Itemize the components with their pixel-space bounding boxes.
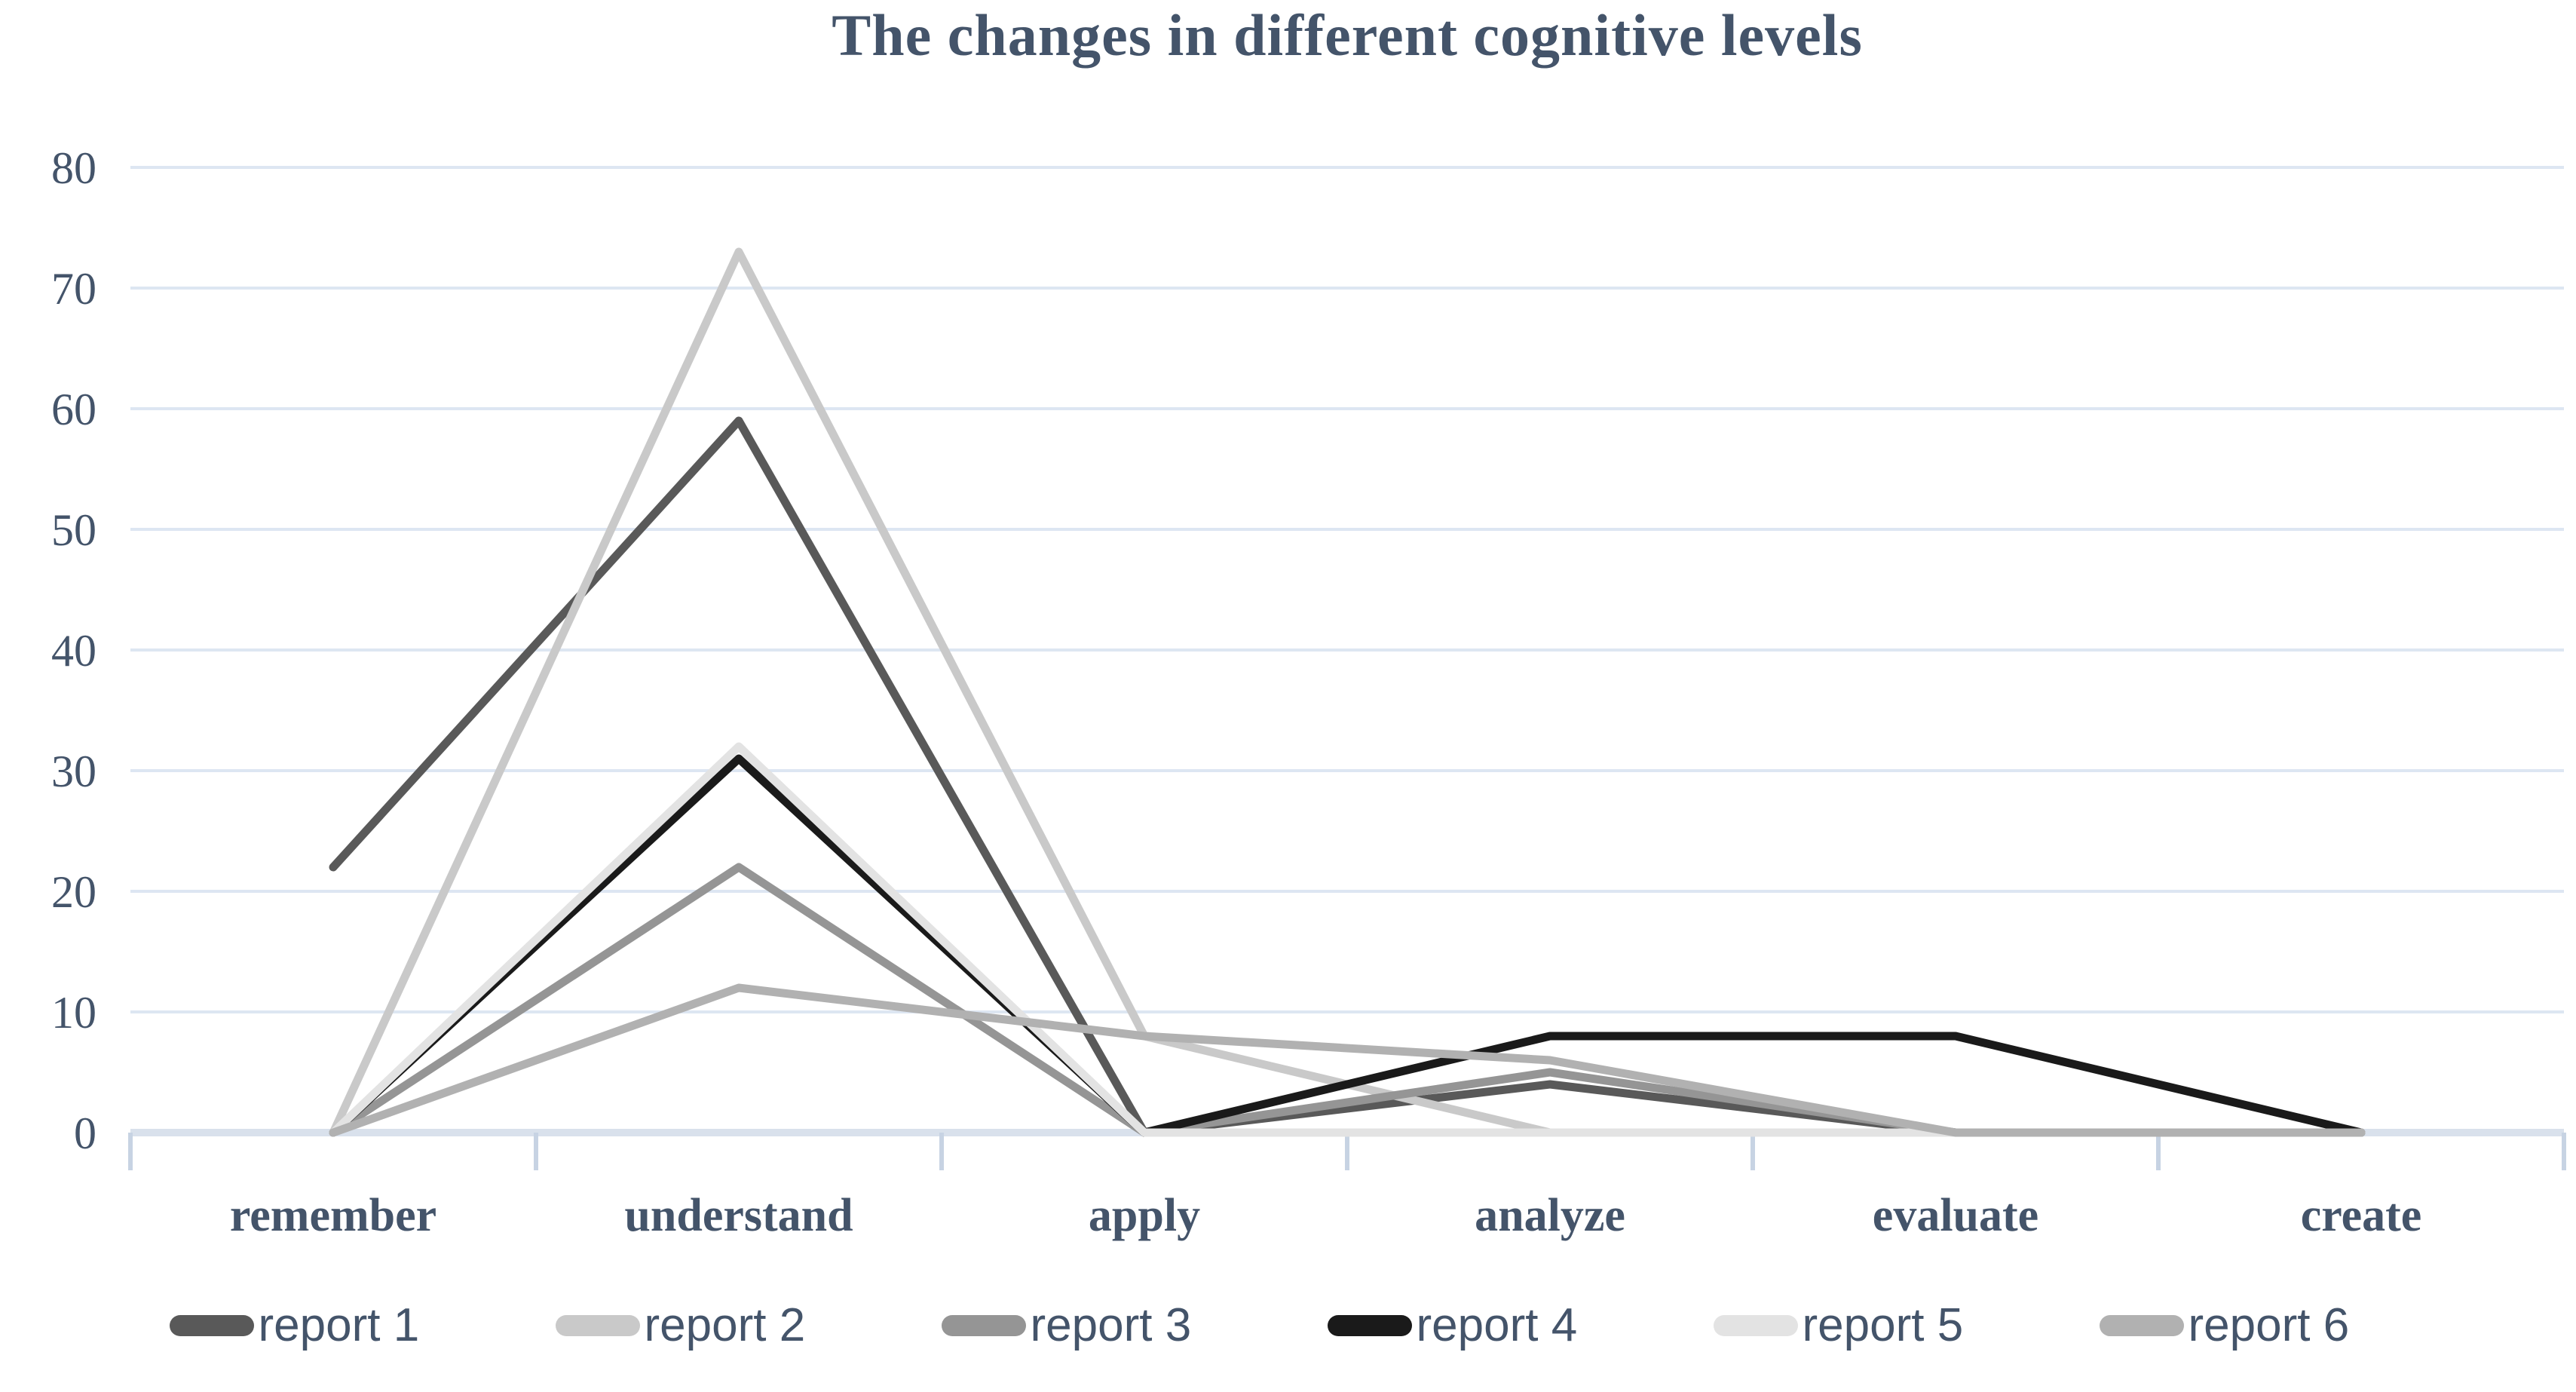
legend-label: report 1 [258,1299,420,1351]
legend-label: report 5 [1802,1299,1964,1351]
x-axis-label-understand: understand [624,1190,853,1241]
x-axis-label-create: create [2301,1190,2422,1241]
legend-item-report-6: report 6 [2060,1298,2446,1352]
legend-item-report-5: report 5 [1674,1298,2060,1352]
x-axis-label-apply: apply [1089,1190,1200,1241]
legend-swatch-icon [2099,1314,2184,1336]
x-axis-label-remember: remember [230,1190,436,1241]
legend-label: report 4 [1416,1299,1578,1351]
series-line-report-3 [329,863,2366,1137]
legend-swatch-icon [941,1314,1026,1336]
legend-swatch-icon [1327,1314,1412,1336]
y-axis-label-0: 0 [74,1108,96,1158]
legend-item-report-2: report 2 [516,1298,902,1352]
y-axis-label-80: 80 [51,143,96,193]
legend-label: report 6 [2188,1299,2350,1351]
chart-title: The changes in different cognitive level… [832,2,1863,68]
legend-label: report 2 [644,1299,806,1351]
legend-item-report-1: report 1 [130,1298,516,1352]
x-axis-label-evaluate: evaluate [1873,1190,2038,1241]
y-axis-label-50: 50 [51,505,96,555]
series-line-report-4 [329,754,2366,1137]
series-line-report-5 [329,742,2366,1137]
series-line-report-6 [329,983,2366,1137]
y-axis-label-60: 60 [51,385,96,434]
y-axis-label-20: 20 [51,867,96,917]
series-line-report-2 [329,247,2366,1137]
y-axis-label-10: 10 [51,988,96,1038]
y-axis-label-40: 40 [51,626,96,676]
chart-legend: report 1 report 2 report 3 report 4 report 5… [0,1298,2576,1352]
x-axis-label-analyze: analyze [1475,1190,1625,1241]
y-axis-label-70: 70 [51,264,96,314]
legend-item-report-4: report 4 [1288,1298,1674,1352]
y-axis-label-30: 30 [51,747,96,796]
legend-swatch-icon [169,1314,254,1336]
legend-item-report-3: report 3 [902,1298,1288,1352]
legend-swatch-icon [555,1314,640,1336]
legend-swatch-icon [1713,1314,1798,1336]
legend-label: report 3 [1030,1299,1192,1351]
